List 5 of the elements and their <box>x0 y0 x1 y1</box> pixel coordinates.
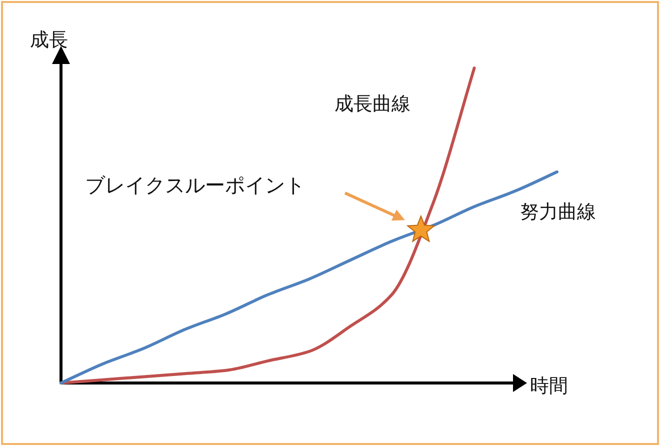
series-label: 努力曲線 <box>520 200 596 223</box>
text: 成長曲線 <box>334 93 410 115</box>
annotation: ブレイクスルーポイント <box>85 173 305 197</box>
y-axis-title: 成長 <box>30 29 68 51</box>
x-axis-title: 時間 <box>530 375 568 397</box>
